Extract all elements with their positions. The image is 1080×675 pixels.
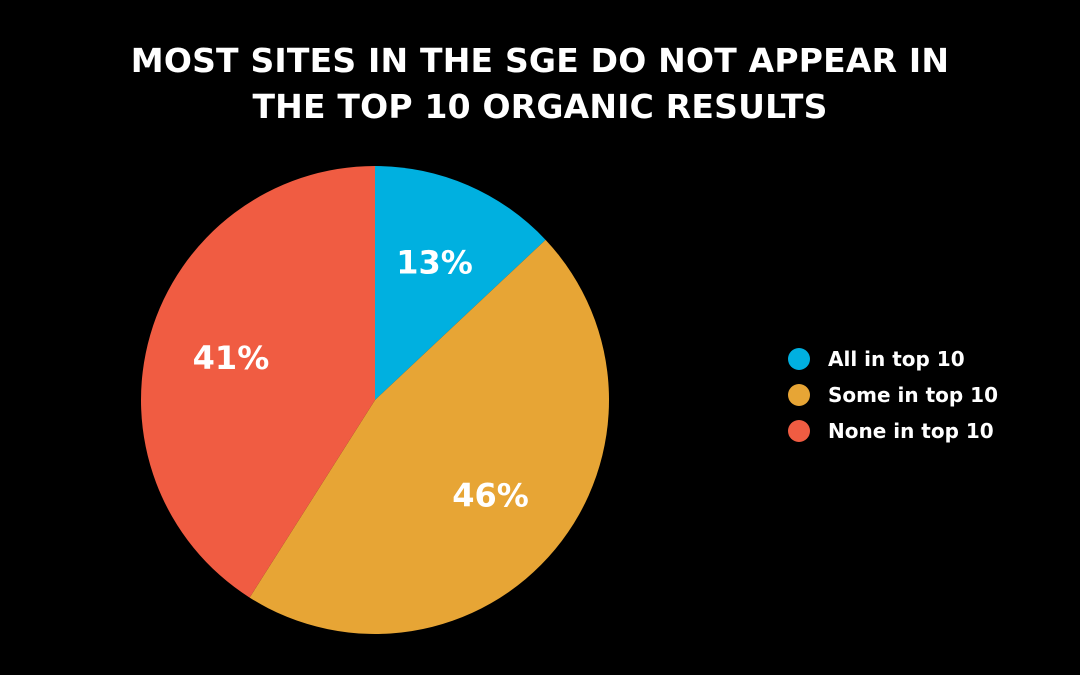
legend-swatch-some-in-top-10 xyxy=(788,384,810,406)
legend-label-all-in-top-10: All in top 10 xyxy=(828,347,965,371)
legend-label-none-in-top-10: None in top 10 xyxy=(828,419,994,443)
pie-data-labels: 13% 46% 41% xyxy=(193,243,529,514)
chart-title-line-1: MOST SITES IN THE SGE DO NOT APPEAR IN xyxy=(130,41,950,80)
legend-swatch-all-in-top-10 xyxy=(788,348,810,370)
legend-swatch-none-in-top-10 xyxy=(788,420,810,442)
pie-data-label-none-in-top-10: 41% xyxy=(193,339,270,377)
pie-data-label-some-in-top-10: 46% xyxy=(452,477,529,515)
pie-slice-some-in-top-10 xyxy=(249,239,610,634)
chart-title-line-2: THE TOP 10 ORGANIC RESULTS xyxy=(252,87,828,126)
legend-label-some-in-top-10: Some in top 10 xyxy=(828,383,998,407)
legend-item-some-in-top-10: Some in top 10 xyxy=(788,377,998,413)
pie-data-label-all-in-top-10: 13% xyxy=(396,243,473,281)
legend-item-none-in-top-10: None in top 10 xyxy=(788,413,998,449)
chart-title: MOST SITES IN THE SGE DO NOT APPEAR IN T… xyxy=(0,38,1080,130)
pie-slice-all-in-top-10 xyxy=(375,166,546,400)
pie-slices xyxy=(140,166,610,634)
legend: All in top 10 Some in top 10 None in top… xyxy=(788,341,998,449)
pie-slice-none-in-top-10 xyxy=(140,166,375,598)
legend-item-all-in-top-10: All in top 10 xyxy=(788,341,998,377)
